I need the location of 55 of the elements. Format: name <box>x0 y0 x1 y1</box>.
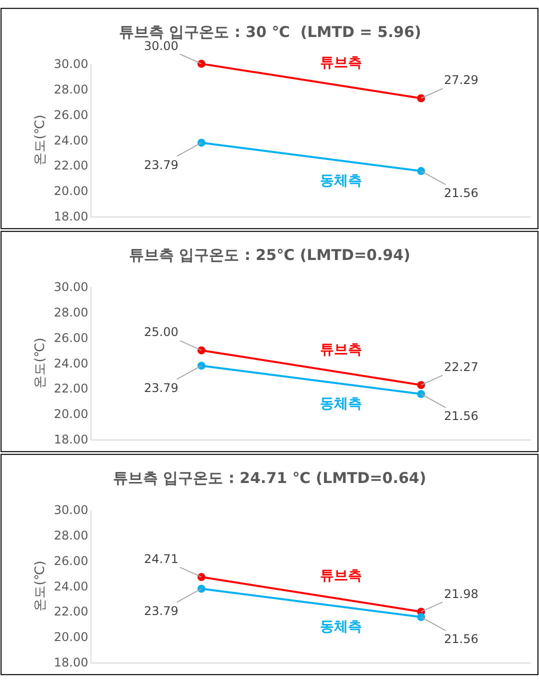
data-label: 23.79 <box>144 604 178 618</box>
y-tick-label: 26.00 <box>54 554 88 568</box>
y-axis-title: 온도(℃) <box>32 560 48 612</box>
data-label: 23.79 <box>144 158 178 172</box>
y-tick-label: 24.00 <box>54 356 88 370</box>
point <box>197 138 206 147</box>
y-tick-label: 28.00 <box>54 305 88 320</box>
y-tick-label: 20.00 <box>54 184 88 198</box>
data-label: 21.98 <box>444 587 478 601</box>
data-label: 22.27 <box>444 360 478 374</box>
point <box>417 381 426 390</box>
y-tick-label: 24.00 <box>54 133 88 148</box>
point <box>197 60 206 68</box>
data-label: 21.56 <box>444 409 478 423</box>
data-label: 21.56 <box>444 186 478 200</box>
series-label: 동체측 <box>320 396 362 412</box>
data-label: 27.29 <box>444 73 478 87</box>
y-axis-title: 온도(℃) <box>32 114 48 166</box>
point <box>417 390 426 398</box>
y-tick-label: 26.00 <box>54 108 88 122</box>
data-label: 21.56 <box>444 632 478 646</box>
y-tick-label: 20.00 <box>54 630 88 644</box>
y-tick-label: 22.00 <box>54 604 88 619</box>
series-label: 동체측 <box>320 619 362 635</box>
chart-title: 튜브측 입구온도 : 30 ℃ (LMTD = 5.96) <box>119 23 422 41</box>
point <box>197 584 206 593</box>
data-label: 25.00 <box>144 325 178 339</box>
series-label: 튜브측 <box>320 55 362 71</box>
y-axis-title: 온도(℃) <box>32 338 48 388</box>
series-label: 튜브측 <box>320 342 362 358</box>
y-tick-label: 20.00 <box>54 407 88 422</box>
chart-title: 튜브측 입구온도 : 25℃ (LMTD=0.94) <box>129 246 410 264</box>
y-tick-label: 22.00 <box>54 158 88 173</box>
y-tick-label: 30.00 <box>54 503 88 518</box>
point <box>417 613 426 622</box>
data-label: 30.00 <box>144 39 178 53</box>
point <box>197 362 206 370</box>
series-label: 동체측 <box>320 173 362 189</box>
series-label: 튜브측 <box>320 568 362 584</box>
y-tick-label: 26.00 <box>54 330 88 345</box>
y-tick-label: 22.00 <box>54 382 88 396</box>
data-label: 23.79 <box>144 381 178 395</box>
data-label: 24.71 <box>144 552 178 566</box>
y-tick-label: 28.00 <box>54 82 88 96</box>
y-tick-label: 18.00 <box>54 209 88 224</box>
point <box>197 346 206 354</box>
y-tick-label: 18.00 <box>54 655 88 670</box>
y-tick-label: 30.00 <box>54 280 88 294</box>
y-tick-label: 18.00 <box>54 432 88 446</box>
point <box>197 573 206 582</box>
y-tick-label: 24.00 <box>54 579 88 594</box>
point <box>417 167 426 176</box>
y-tick-label: 30.00 <box>54 57 88 72</box>
y-tick-label: 28.00 <box>54 528 88 542</box>
chart-title: 튜브측 입구온도 : 24.71 ℃ (LMTD=0.64) <box>113 469 426 487</box>
